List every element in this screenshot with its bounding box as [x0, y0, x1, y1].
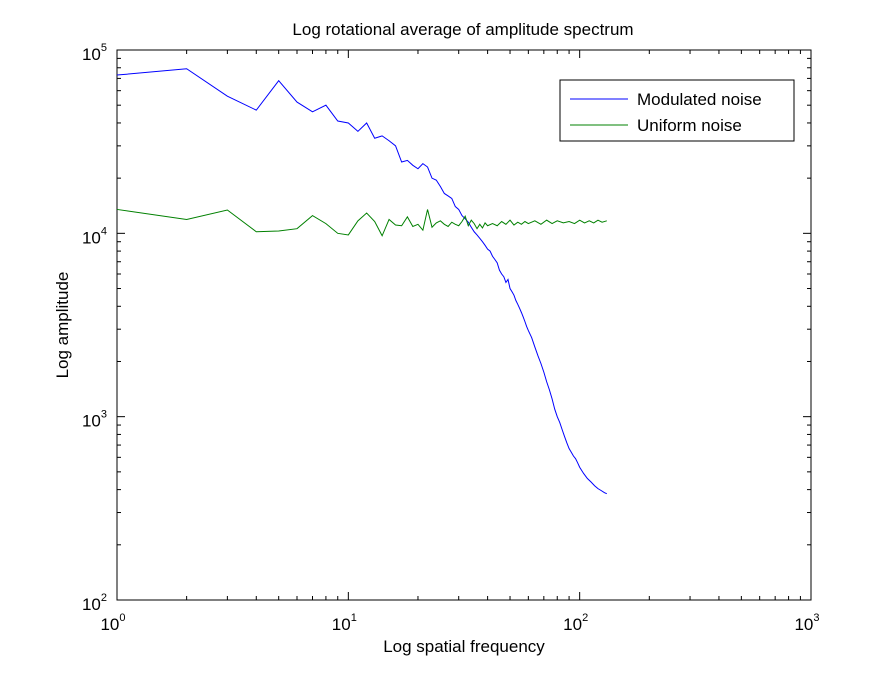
- x-tick-label: 101: [332, 612, 357, 634]
- y-axis-label: Log amplitude: [53, 272, 72, 379]
- y-tick-label: 105: [82, 42, 107, 64]
- series-line-modulated-noise: [116, 68, 608, 495]
- legend-label-uniform-noise: Uniform noise: [637, 116, 742, 135]
- y-tick-label: 104: [82, 225, 107, 247]
- legend-label-modulated-noise: Modulated noise: [637, 90, 762, 109]
- axis-ticks: 100 101 102 103 102 103 104 105: [82, 42, 820, 634]
- legend-box: [559, 79, 795, 142]
- y-tick-label: 102: [82, 592, 107, 614]
- chart-title: Log rotational average of amplitude spec…: [292, 20, 633, 39]
- x-tick-label: 100: [100, 612, 125, 634]
- x-axis-label: Log spatial frequency: [383, 637, 545, 656]
- x-tick-label: 103: [794, 612, 819, 634]
- series-layer: [116, 68, 608, 495]
- y-tick-label: 103: [82, 409, 107, 431]
- legend: Modulated noise Uniform noise: [559, 79, 795, 142]
- x-tick-label: 102: [563, 612, 588, 634]
- plot-area: [116, 49, 812, 601]
- series-line-uniform-noise: [116, 208, 607, 237]
